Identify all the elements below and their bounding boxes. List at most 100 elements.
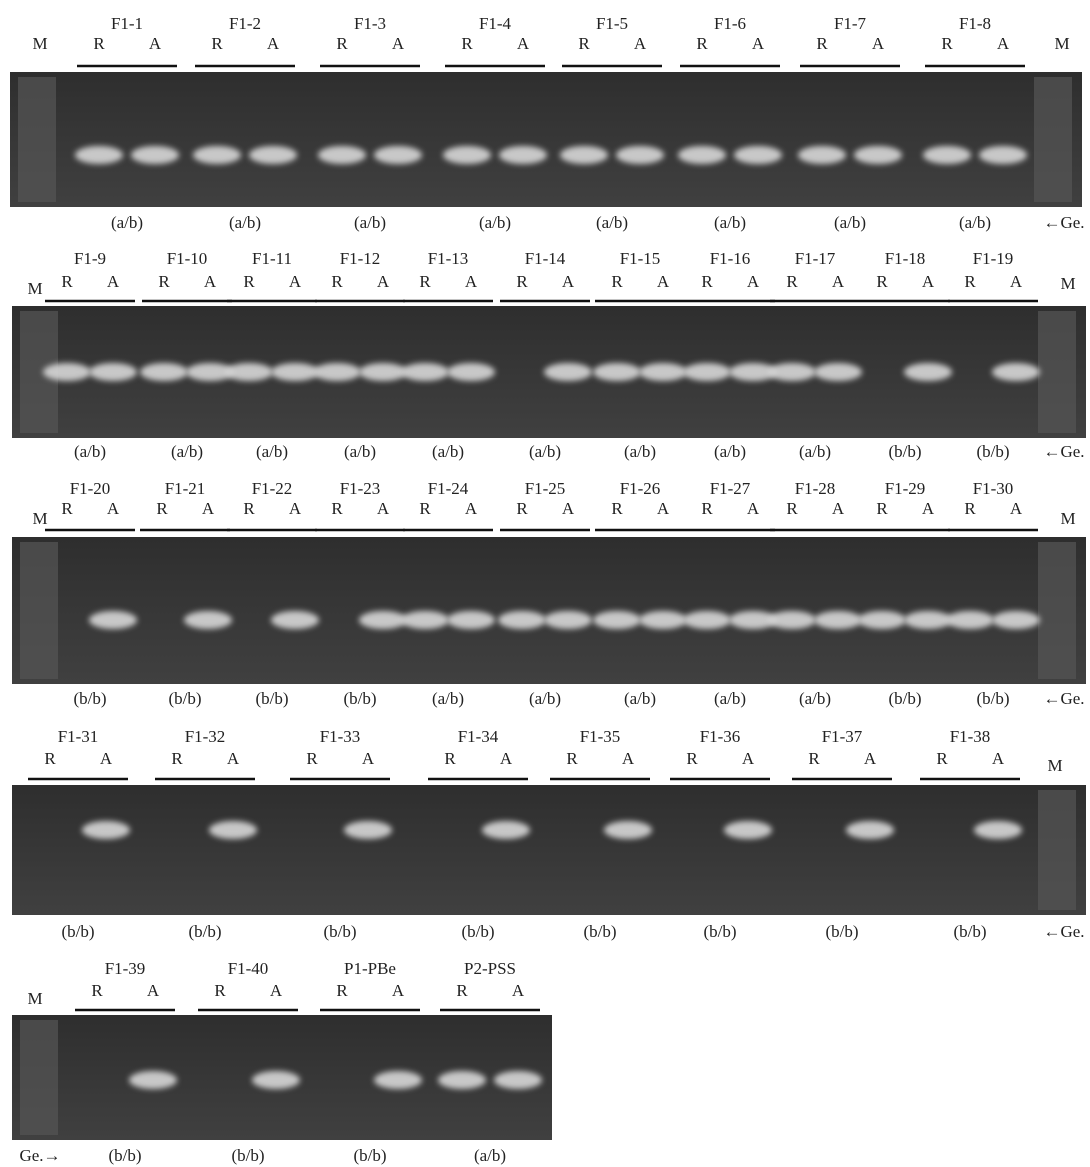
lane-label: R	[158, 272, 170, 291]
genotype: (a/b)	[529, 689, 561, 708]
sample-label: F1-16	[710, 249, 751, 268]
gel-image	[10, 72, 1082, 207]
lane-label: A	[997, 34, 1010, 53]
lane-label: A	[1010, 499, 1023, 518]
sample-label: F1-1	[111, 14, 143, 33]
lane-label: A	[362, 749, 375, 768]
sample-label: F1-19	[973, 249, 1014, 268]
lane-label: R	[808, 749, 820, 768]
lane-label: R	[331, 272, 343, 291]
lane-label: A	[377, 272, 390, 291]
sample-label: F1-27	[710, 479, 751, 498]
lane-label: A	[147, 981, 160, 1000]
lane-label: A	[512, 981, 525, 1000]
dna-band	[482, 821, 530, 839]
genotype-label: ←Ge.	[1043, 442, 1084, 461]
sample-label: F1-14	[525, 249, 566, 268]
lane-label: A	[465, 272, 478, 291]
lane-label: R	[786, 499, 798, 518]
sample-label: F1-10	[167, 249, 208, 268]
genotype: (a/b)	[596, 213, 628, 232]
dna-band	[904, 611, 952, 629]
genotype: (b/b)	[323, 922, 356, 941]
genotype: (b/b)	[583, 922, 616, 941]
genotype: (b/b)	[73, 689, 106, 708]
dna-band	[494, 1071, 542, 1089]
dna-band	[854, 146, 902, 164]
lane-label: R	[419, 499, 431, 518]
dna-band	[683, 611, 731, 629]
lane-label: R	[941, 34, 953, 53]
dna-band	[992, 363, 1040, 381]
marker-lane	[1038, 311, 1076, 433]
lane-label: R	[243, 499, 255, 518]
dna-band	[443, 146, 491, 164]
lane-label: R	[331, 499, 343, 518]
dna-band	[209, 821, 257, 839]
sample-label: F1-12	[340, 249, 381, 268]
genotype: (a/b)	[799, 442, 831, 461]
lane-label: R	[419, 272, 431, 291]
dna-band	[225, 363, 273, 381]
lane-label: A	[107, 272, 120, 291]
lane-label: R	[701, 272, 713, 291]
lane-label: R	[91, 981, 103, 1000]
genotype: (a/b)	[432, 442, 464, 461]
dna-band	[974, 821, 1022, 839]
lane-label: R	[171, 749, 183, 768]
dna-band	[359, 611, 407, 629]
genotype: (a/b)	[529, 442, 561, 461]
genotype: (b/b)	[976, 442, 1009, 461]
lane-label: A	[392, 981, 405, 1000]
genotype-label: Ge.→	[19, 1146, 60, 1165]
genotype: (a/b)	[624, 442, 656, 461]
lane-label: R	[211, 34, 223, 53]
dna-band	[313, 363, 361, 381]
dna-band	[184, 611, 232, 629]
lane-label: R	[936, 749, 948, 768]
lane-label: R	[786, 272, 798, 291]
genotype: (a/b)	[111, 213, 143, 232]
genotype: (b/b)	[343, 689, 376, 708]
dna-band	[374, 146, 422, 164]
lane-label: A	[922, 499, 935, 518]
dna-band	[604, 821, 652, 839]
dna-band	[249, 146, 297, 164]
dna-band	[89, 363, 137, 381]
genotype: (b/b)	[168, 689, 201, 708]
dna-band	[678, 146, 726, 164]
sample-label: P2-PSS	[464, 959, 516, 978]
lane-label: A	[562, 272, 575, 291]
lane-label: R	[964, 272, 976, 291]
dna-band	[129, 1071, 177, 1089]
dna-band	[992, 611, 1040, 629]
dna-band	[639, 363, 687, 381]
genotype: (b/b)	[825, 922, 858, 941]
lane-label: R	[876, 272, 888, 291]
dna-band	[814, 363, 862, 381]
dna-band	[271, 611, 319, 629]
genotype: (b/b)	[108, 1146, 141, 1165]
lane-label: R	[876, 499, 888, 518]
lane-label: A	[747, 272, 760, 291]
genotype: (b/b)	[888, 689, 921, 708]
sample-label: F1-11	[252, 249, 292, 268]
genotype: (b/b)	[461, 922, 494, 941]
sample-label: P1-PBe	[344, 959, 396, 978]
lane-label: R	[44, 749, 56, 768]
lane-label: R	[701, 499, 713, 518]
genotype: (a/b)	[344, 442, 376, 461]
lane-label: A	[517, 34, 530, 53]
lane-label: R	[816, 34, 828, 53]
genotype: (a/b)	[171, 442, 203, 461]
sample-label: F1-34	[458, 727, 499, 746]
sample-label: F1-29	[885, 479, 926, 498]
lane-label: R	[516, 499, 528, 518]
lane-label: A	[657, 499, 670, 518]
lane-label: R	[964, 499, 976, 518]
sample-label: F1-36	[700, 727, 741, 746]
marker-label: M	[32, 34, 47, 53]
sample-label: F1-20	[70, 479, 111, 498]
sample-label: F1-28	[795, 479, 836, 498]
dna-band	[43, 363, 91, 381]
